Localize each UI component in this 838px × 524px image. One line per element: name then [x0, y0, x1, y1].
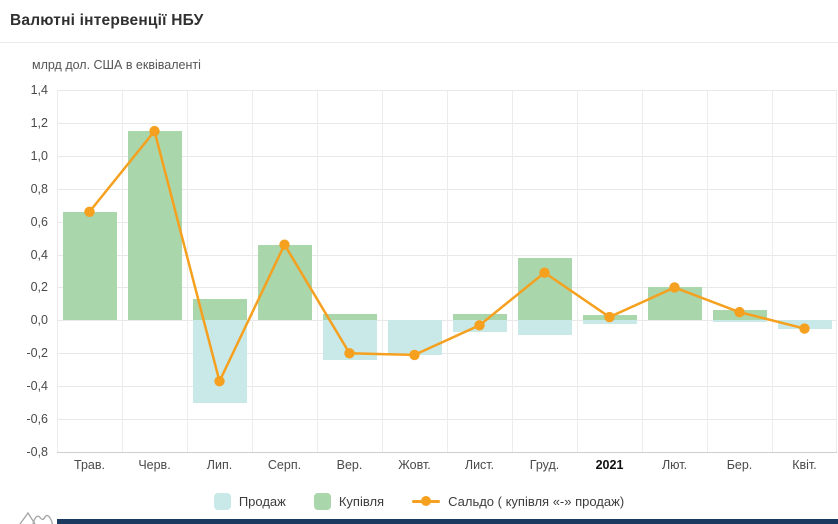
saldo-line	[88, 128, 805, 385]
saldo-point[interactable]	[799, 323, 810, 334]
gridline-vertical	[836, 90, 837, 452]
y-axis-tick-label: -0,4	[26, 379, 48, 394]
y-axis-tick-label: -0,2	[26, 346, 48, 361]
x-axis-category-label: Квіт.	[792, 458, 817, 472]
x-axis-category-label: Лют.	[661, 458, 688, 472]
gridline-vertical	[57, 90, 58, 452]
saldo-point[interactable]	[149, 125, 160, 137]
legend-item-sale-swatch-icon	[213, 492, 231, 510]
y-axis-unit-label: млрд дол. США в еквіваленті	[32, 58, 201, 72]
gridline-vertical	[252, 90, 253, 452]
purchase-bar[interactable]	[192, 298, 247, 321]
x-axis-category-label: Бер.	[726, 458, 753, 472]
gridline-vertical	[382, 90, 383, 452]
x-axis-category-label: Трав.	[74, 458, 105, 472]
y-axis-tick-label: -0,8	[26, 445, 48, 459]
purchase-bar[interactable]	[647, 287, 702, 321]
legend-item-sale[interactable]: Продаж	[213, 492, 286, 510]
sale-bar[interactable]	[517, 320, 572, 336]
gridline-vertical	[772, 90, 773, 452]
gridline-vertical	[707, 90, 708, 452]
saldo-point[interactable]	[409, 349, 420, 361]
legend-item-saldo-label: Сальдо ( купівля «-» продаж)	[448, 493, 625, 509]
legend-item-sale-label: Продаж	[238, 493, 286, 509]
mountains-watermark-icon	[19, 511, 54, 524]
gridline-horizontal	[57, 452, 837, 453]
gridline-vertical	[642, 90, 643, 452]
saldo-point[interactable]	[474, 320, 485, 331]
saldo-point[interactable]	[84, 206, 95, 217]
gridline-vertical	[512, 90, 513, 452]
gridline-vertical	[447, 90, 448, 452]
plot-area	[57, 90, 837, 453]
header-divider	[0, 42, 838, 43]
y-axis-tick-label: 0,4	[30, 247, 48, 262]
saldo-point[interactable]	[604, 311, 615, 323]
x-axis-category-label: Вер.	[336, 458, 363, 472]
x-axis-category-label: Лист.	[464, 458, 495, 472]
purchase-bar[interactable]	[62, 211, 117, 321]
y-axis-tick-label: 0,8	[30, 181, 48, 196]
gridline-vertical	[317, 90, 318, 452]
legend-item-purchase-label: Купівля	[338, 493, 385, 509]
saldo-line-marker-icon	[412, 496, 441, 506]
legend-item-saldo[interactable]: Сальдо ( купівля «-» продаж)	[412, 494, 624, 509]
saldo-point[interactable]	[734, 306, 745, 318]
x-axis: Трав. Черв. Лип. Серп. Вер. Жовт. Лист. Груд. 20…	[57, 458, 837, 476]
saldo-point[interactable]	[539, 267, 550, 278]
saldo-point[interactable]	[214, 376, 225, 387]
sale-bar[interactable]	[192, 320, 247, 403]
y-axis-tick-label: 1,0	[30, 148, 48, 163]
x-axis-category-label: Лип.	[206, 458, 233, 472]
saldo-point[interactable]	[344, 348, 355, 359]
saldo-point[interactable]	[279, 239, 290, 250]
x-axis-category-label: Жовт.	[398, 458, 431, 472]
y-axis-tick-label: 0,0	[30, 313, 48, 328]
y-axis-tick-label: 1,4	[30, 83, 48, 97]
gridline-vertical	[122, 90, 123, 452]
chart-header: Валютні інтервенції НБУ	[0, 0, 838, 41]
y-axis-tick-label: -0,6	[26, 412, 48, 427]
legend-item-purchase[interactable]: Купівля	[313, 492, 385, 510]
y-axis-tick-label: 0,2	[30, 280, 48, 295]
y-axis: 1,4 1,2 1,0 0,8 0,6 0,4 0,2 0,0 -0,2 -0,4 -0,6 -0,8	[0, 83, 48, 459]
purchase-bar[interactable]	[452, 313, 507, 321]
footer-strip	[57, 519, 838, 524]
purchase-bar[interactable]	[322, 313, 377, 321]
y-axis-tick-label: 1,2	[30, 115, 48, 130]
gridline-vertical	[187, 90, 188, 452]
sale-bar[interactable]	[387, 320, 442, 355]
purchase-bar[interactable]	[127, 131, 182, 321]
saldo-line-chart	[84, 125, 810, 387]
x-axis-category-label: 2021	[595, 458, 624, 472]
gridline-vertical	[577, 90, 578, 452]
x-axis-category-label: Черв.	[138, 458, 171, 472]
saldo-point[interactable]	[669, 282, 680, 293]
sale-bar[interactable]	[712, 320, 767, 322]
y-axis-tick-label: 0,6	[30, 214, 48, 229]
page-title: Валютні інтервенції НБУ	[10, 11, 204, 29]
x-axis-category-label: Серп.	[267, 458, 302, 472]
chart-legend: Продаж Купівля Сальдо ( купівля «-» продаж…	[0, 488, 838, 514]
legend-item-purchase-swatch-icon	[313, 492, 331, 510]
x-axis-category-label: Груд.	[529, 458, 560, 472]
